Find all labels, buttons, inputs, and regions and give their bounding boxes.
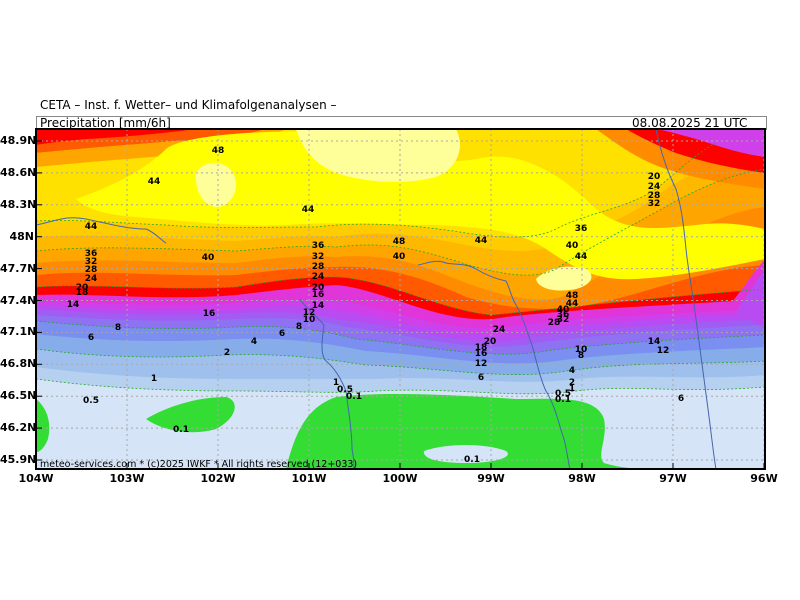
longitude-label: 102W: [200, 472, 236, 485]
subtitle-bar: [36, 116, 767, 130]
latitude-label: 48.3N: [0, 197, 37, 211]
latitude-label: 46.2N: [0, 421, 37, 435]
valid-time-label: 08.08.2025 21 UTC: [632, 116, 748, 130]
precipitation-map: [36, 129, 765, 469]
longitude-label: 100W: [382, 472, 418, 485]
longitude-label: 96W: [750, 472, 778, 485]
latitude-label: 48.9N: [0, 134, 37, 147]
latitude-label: 47.1N: [0, 325, 37, 339]
latitude-label: 48.6N: [0, 165, 37, 179]
latitude-label: 47.4N: [0, 293, 37, 307]
longitude-label: 101W: [291, 472, 327, 485]
latitude-label: 45.9N: [0, 453, 37, 466]
longitude-label: 103W: [109, 472, 145, 485]
longitude-label: 99W: [477, 472, 505, 485]
longitude-label: 98W: [568, 472, 596, 485]
map-title: CETA – Inst. f. Wetter– und Klimafolgena…: [40, 98, 337, 112]
latitude-label: 46.5N: [0, 389, 37, 403]
parameter-label: Precipitation [mm/6h]: [40, 116, 171, 130]
latitude-label: 47.7N: [0, 261, 37, 275]
latitude-label: 46.8N: [0, 357, 37, 371]
latitude-label: 48N: [9, 229, 34, 243]
longitude-label: 104W: [18, 472, 54, 485]
longitude-label: 97W: [659, 472, 687, 485]
